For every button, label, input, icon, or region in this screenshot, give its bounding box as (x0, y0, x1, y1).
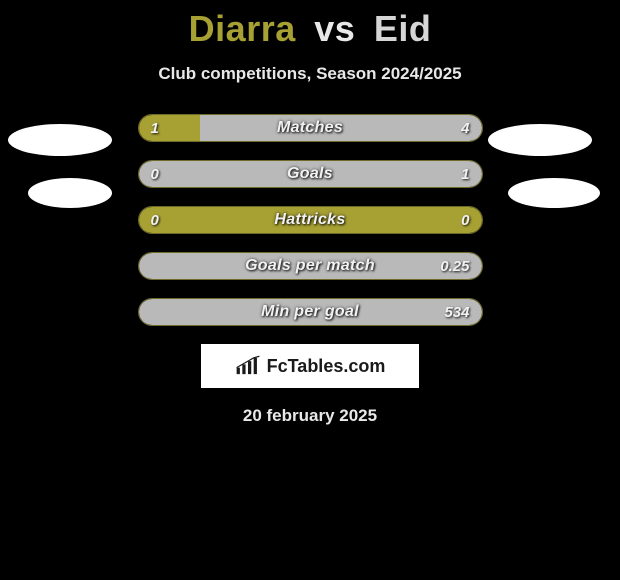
stat-label: Min per goal (139, 299, 482, 325)
decorative-ellipse (28, 178, 112, 208)
stat-row: 1Matches4 (138, 114, 483, 142)
logo-text: FcTables.com (267, 356, 386, 377)
stat-row: 0Goals1 (138, 160, 483, 188)
comparison-title: Diarra vs Eid (0, 0, 620, 50)
stat-row: 0Hattricks0 (138, 206, 483, 234)
stat-value-right: 1 (461, 161, 469, 187)
date-label: 20 february 2025 (0, 406, 620, 426)
logo-box: FcTables.com (201, 344, 419, 388)
player2-name: Eid (374, 8, 432, 49)
stat-label: Matches (139, 115, 482, 141)
vs-label: vs (314, 8, 355, 49)
stat-row: Goals per match0.25 (138, 252, 483, 280)
stat-label: Hattricks (139, 207, 482, 233)
decorative-ellipse (508, 178, 600, 208)
chart-stage: 1Matches40Goals10Hattricks0Goals per mat… (0, 114, 620, 326)
stat-label: Goals (139, 161, 482, 187)
stat-label: Goals per match (139, 253, 482, 279)
decorative-ellipse (8, 124, 112, 156)
stat-value-right: 534 (444, 299, 469, 325)
stat-row: Min per goal534 (138, 298, 483, 326)
decorative-ellipse (488, 124, 592, 156)
stat-value-right: 4 (461, 115, 469, 141)
bar-chart-icon (235, 355, 261, 377)
subtitle: Club competitions, Season 2024/2025 (0, 64, 620, 84)
stat-value-right: 0 (461, 207, 469, 233)
player1-name: Diarra (189, 8, 296, 49)
stat-value-right: 0.25 (440, 253, 469, 279)
